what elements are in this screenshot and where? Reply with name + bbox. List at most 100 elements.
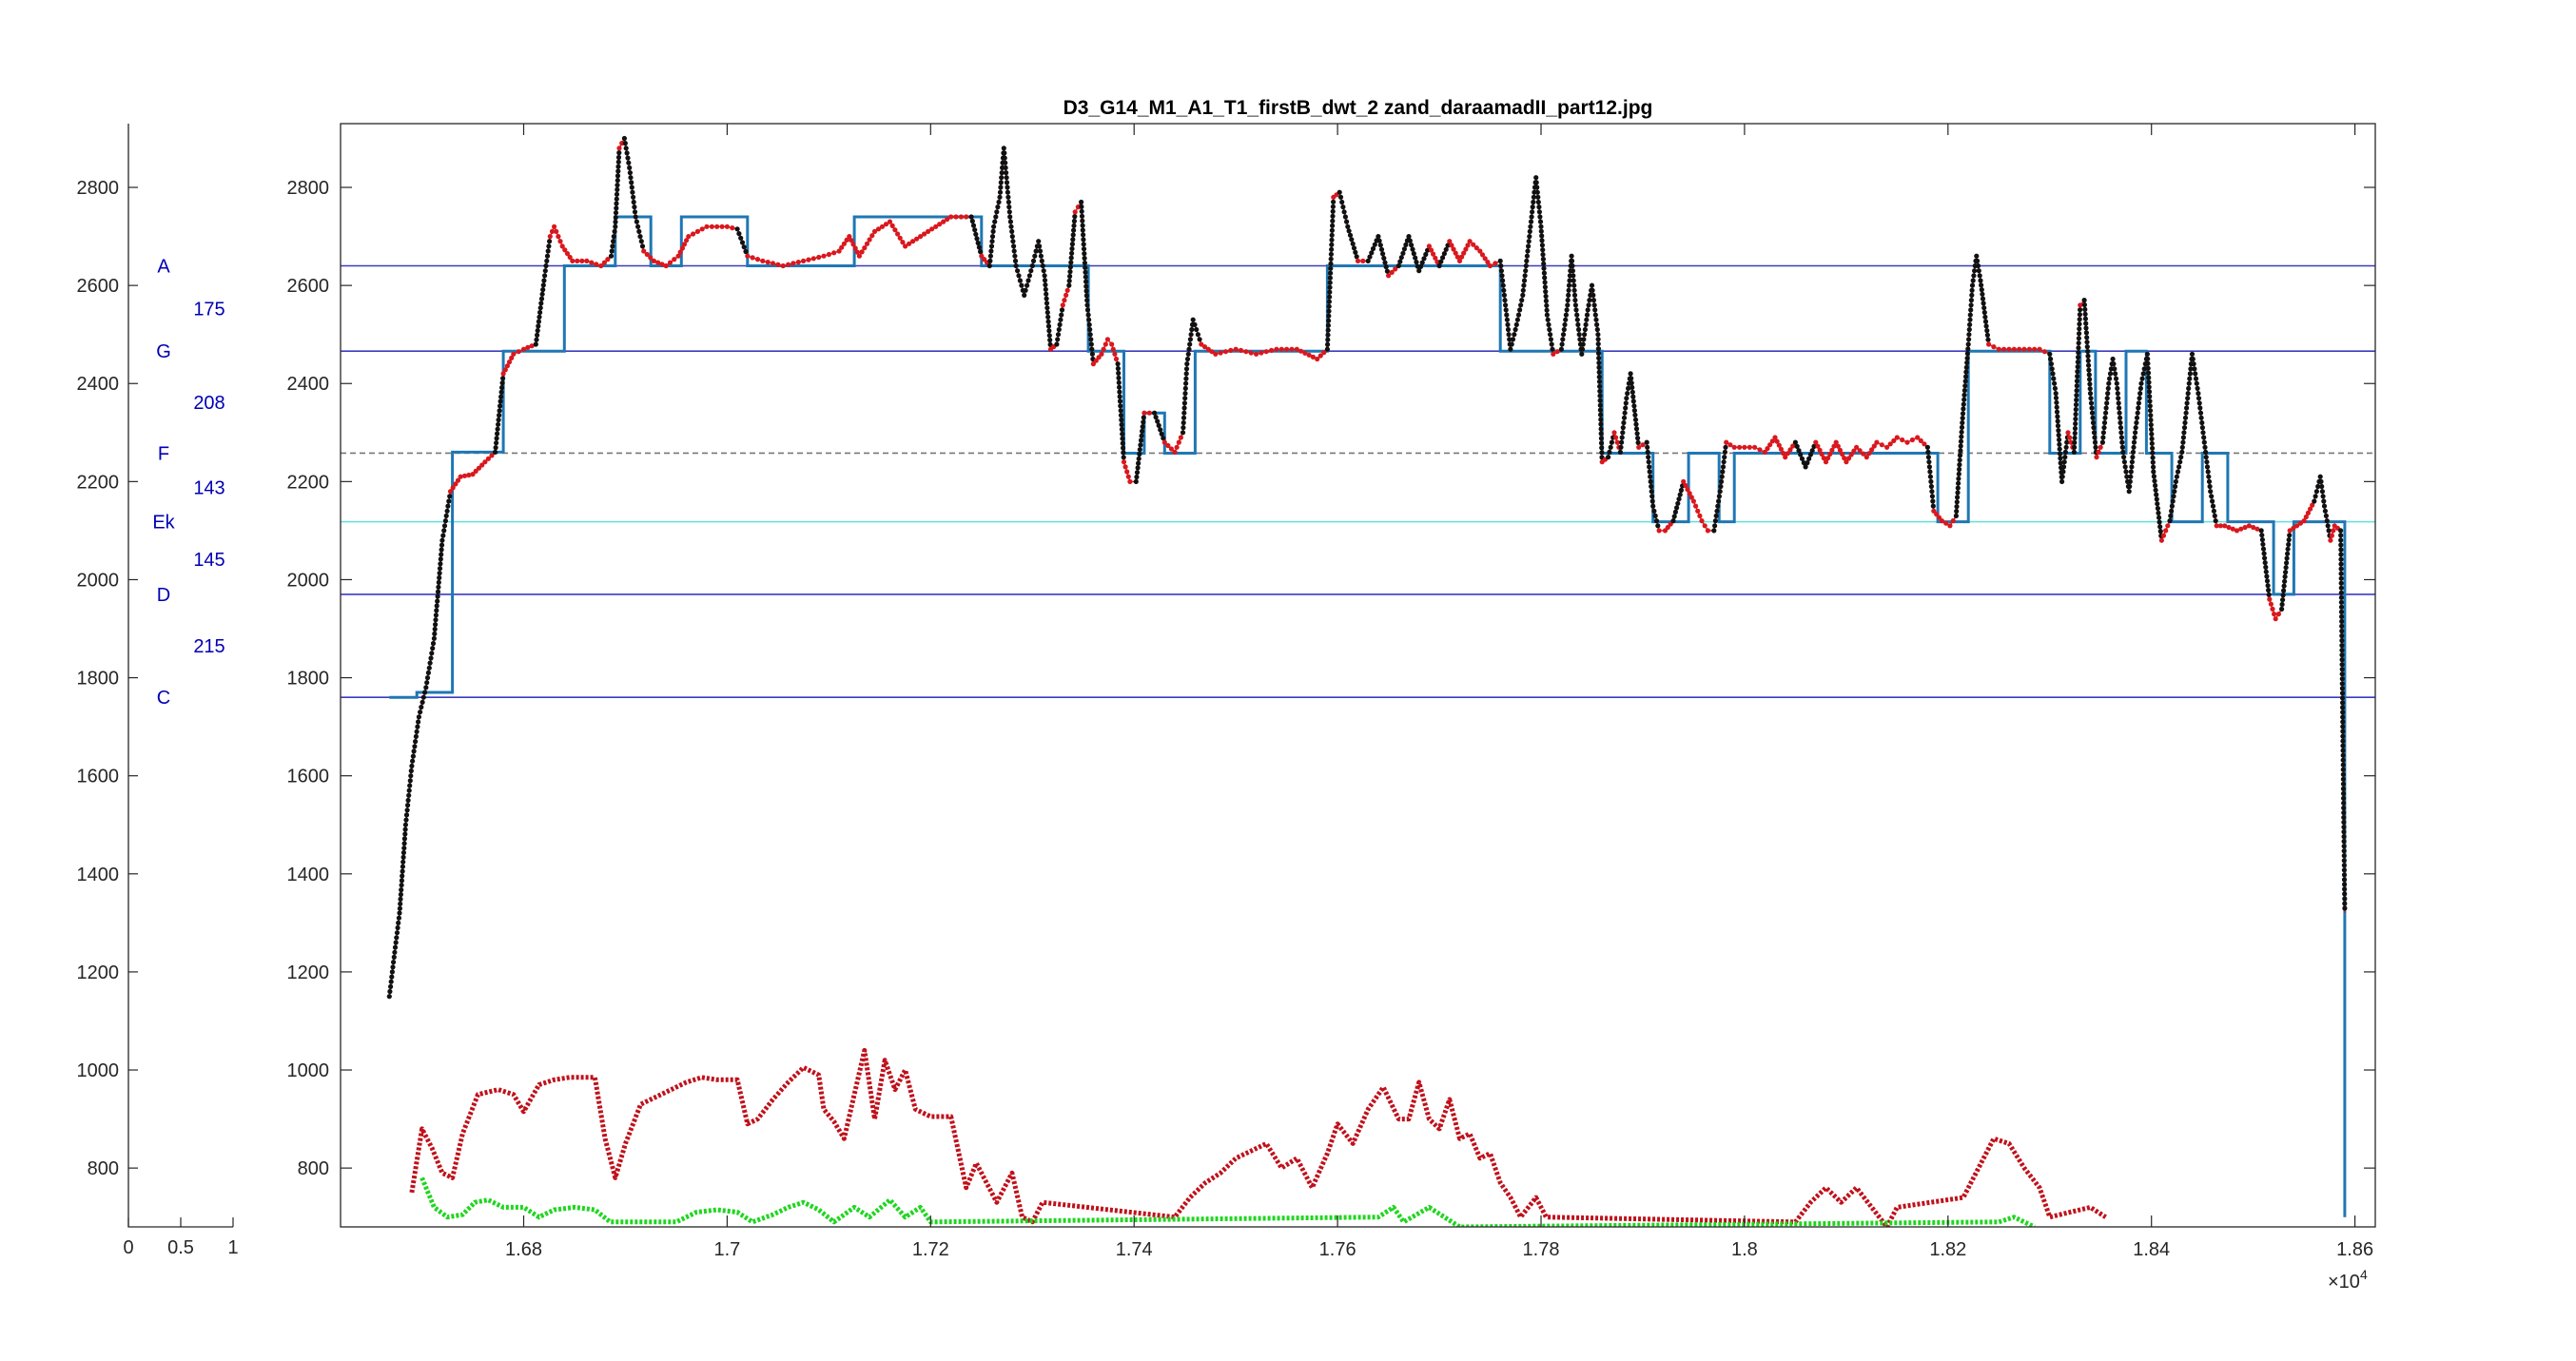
pitch-point [2319,483,2325,490]
pitch-point [1716,494,1722,499]
pitch-point [1546,321,1551,327]
pitch-point [1534,189,1540,195]
pitch-point [1971,273,1977,279]
pitch-point [1542,280,1548,285]
pitch-point [2285,551,2291,556]
pitch-point [536,323,541,329]
pitch-point [2179,444,2185,450]
pitch-point [1954,504,1960,510]
pitch-point [1986,341,1992,347]
pitch-point [1044,305,1050,311]
pitch-point [1978,278,1983,283]
pitch-point [594,262,599,267]
pitch-point [614,205,619,211]
pitch-point [1957,462,1962,468]
pitch-point [786,262,791,267]
pitch-point [554,228,559,234]
pitch-point [2329,533,2334,538]
pitch-point [2117,405,2122,411]
pitch-point [1194,326,1200,333]
pitch-point [1084,298,1090,303]
pitch-point [2172,489,2177,495]
pitch-point [1924,444,1930,450]
pitch-point [2340,719,2346,725]
pitch-point [1121,459,1127,465]
plot-area [386,135,2348,1227]
pitch-point [2340,714,2346,720]
pitch-point [2338,566,2344,572]
pitch-point [1737,444,1743,450]
pitch-point [1597,398,1603,403]
pitch-point [926,228,931,234]
pitch-point [1560,332,1567,338]
pitch-point [2338,561,2344,567]
pitch-point [1963,374,1969,379]
pitch-point [1915,435,1921,440]
pitch-point [609,248,615,254]
pitch-point [1844,459,1849,465]
pitch-point [655,260,661,265]
pitch-point [2147,394,2153,399]
pitch-point [2071,449,2077,455]
pitch-point [1670,518,1676,524]
pitch-point [1925,455,1931,460]
pitch-point [2151,474,2156,479]
pitch-point [1002,155,1007,161]
pitch-point [567,254,573,261]
pitch-point [1718,483,1724,490]
pitch-point [991,224,997,229]
pitch-point [1330,204,1336,209]
pitch-point [2118,430,2124,436]
pitch-point [2195,391,2201,397]
pitch-point [2133,430,2138,436]
pitch-point [2210,498,2215,504]
pitch-point [2074,379,2080,384]
pitch-point [2147,403,2153,409]
pitch-point [1326,299,1332,304]
pitch-point [1002,150,1007,156]
pitch-point [1434,259,1440,264]
pitch-point [2073,411,2078,418]
pitch-point [1330,223,1336,228]
pitch-point [539,291,545,297]
pitch-point [1596,379,1603,384]
pitch-point [887,219,893,224]
pitch-point [1597,383,1603,389]
pitch-point [2214,523,2219,529]
pitch-point [1561,326,1567,333]
pitch-point [1649,494,1655,499]
pitch-point [424,680,430,686]
pitch-point [614,196,619,202]
pitch-point [2187,371,2193,377]
pitch-point [1960,416,1965,421]
pitch-point [1127,478,1133,484]
pitch-point [1969,287,1975,293]
pitch-point [941,219,946,224]
pitch-point [1628,371,1633,377]
pitch-point [1079,213,1085,219]
pitch-point [2128,469,2134,475]
pitch-point [1118,403,1123,409]
pitch-point [1712,518,1718,524]
pitch-point [2319,489,2325,495]
pitch-point [2201,435,2207,440]
pitch-point [387,988,393,995]
pitch-point [1044,309,1050,316]
pitch-point [1806,456,1812,461]
pitch-point [2110,356,2116,362]
pitch-point [631,194,636,200]
pitch-point [1329,232,1335,238]
pitch-point [499,380,505,386]
pitch-point [403,812,410,818]
pitch-point [390,964,396,970]
pitch-point [2340,776,2346,782]
main-axes-box [340,123,2376,1228]
pitch-point [1502,298,1508,303]
pitch-point [2341,834,2347,840]
pitch-point [1135,465,1141,471]
left-y-tick-label: 2600 [77,276,120,297]
pitch-point [400,864,405,869]
pitch-point [1967,321,1973,327]
pitch-point [1631,403,1637,409]
